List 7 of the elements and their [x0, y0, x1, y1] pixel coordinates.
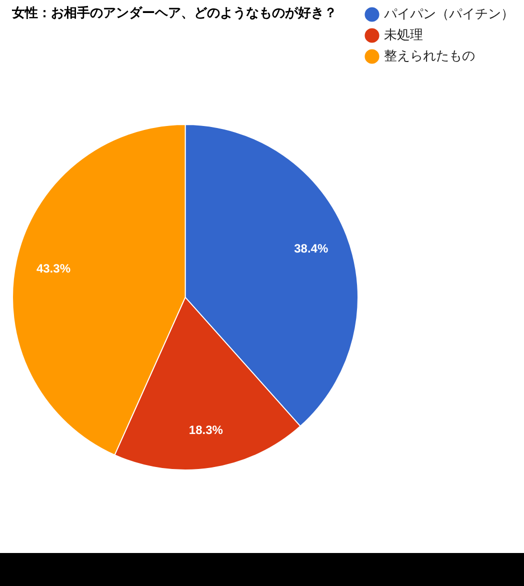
data-label: 43.3%	[36, 261, 71, 276]
data-label: 18.3%	[188, 422, 224, 437]
legend-label: 整えられたもの	[384, 48, 475, 64]
legend-label: パイパン（パイチン）	[383, 6, 514, 22]
chart-title: 女性：お相手のアンダーヘア、どのようなものが好き？	[11, 5, 337, 22]
legend-label: 未処理	[384, 28, 423, 43]
data-label: 38.4%	[294, 242, 328, 256]
